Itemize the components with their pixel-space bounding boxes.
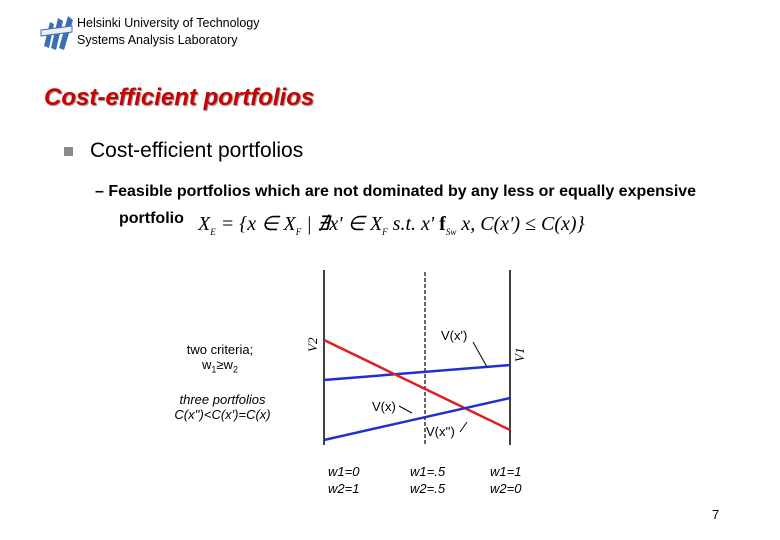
- curve-label-vx-prime: V(x'): [441, 328, 468, 343]
- university-logo: [40, 16, 73, 50]
- subbullet-text: – Feasible portfolios which are not domi…: [95, 178, 696, 232]
- weight-label-right: w1=1 w2=0: [490, 464, 522, 496]
- header-line1: Helsinki University of Technology: [77, 16, 260, 30]
- line-vx-double-prime: [323, 396, 511, 442]
- criteria-note: two criteria; w1≥w2: [186, 342, 254, 375]
- line-vx-prime: [323, 363, 511, 382]
- weight-label-middle: w1=.5 w2=.5: [410, 464, 446, 496]
- page-number: 7: [712, 507, 720, 522]
- bullet-square-icon: [64, 147, 73, 156]
- curve-label-vx-double-prime: V(x''): [426, 424, 455, 439]
- line-vx: [323, 338, 511, 432]
- axis-right-label: V1: [512, 347, 527, 362]
- bullet-text: Cost-efficient portfolios: [90, 139, 304, 162]
- weight-label-left: w1=0 w2=1: [328, 464, 360, 496]
- cost-efficiency-formula: XE = {x ∈ XF | ∄x' ∈ XF s.t. x' fSw x, C…: [198, 213, 585, 237]
- portfolio-note: three portfolios C(x'')<C(x')=C(x): [174, 392, 271, 422]
- pointer-vx-double-prime: [459, 421, 468, 433]
- subbullet-line2: portfolio: [119, 210, 184, 227]
- pointer-vx: [398, 405, 413, 414]
- pointer-vx-prime: [472, 341, 488, 368]
- curve-label-vx: V(x): [372, 399, 396, 414]
- axis-left-label: V2: [305, 337, 320, 352]
- slide-title: Cost-efficient portfolios: [44, 84, 315, 111]
- header-line2: Systems Analysis Laboratory: [77, 33, 238, 47]
- subbullet-line1: – Feasible portfolios which are not domi…: [95, 183, 697, 200]
